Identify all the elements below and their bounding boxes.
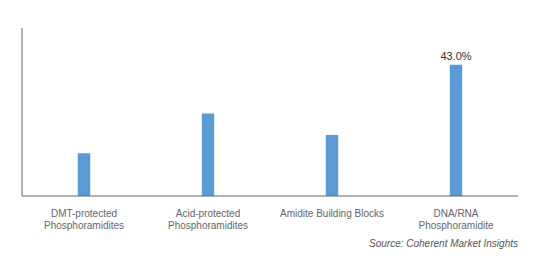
html-text:Source: Coherent Market Insigh: Source: Coherent Market Insights	[369, 238, 518, 249]
svg-text:43.0%: 43.0%	[440, 50, 471, 62]
svg-text:DMT-protectedPhosphoramidites: DMT-protectedPhosphoramidites	[44, 208, 124, 231]
svg-text:DNA/RNAPhosphoramidite: DNA/RNAPhosphoramidite	[418, 208, 493, 231]
svg-text:Amidite Building Blocks: Amidite Building Blocks	[280, 208, 384, 219]
svg-text:Acid-protectedPhosphoramidites: Acid-protectedPhosphoramidites	[168, 208, 248, 231]
